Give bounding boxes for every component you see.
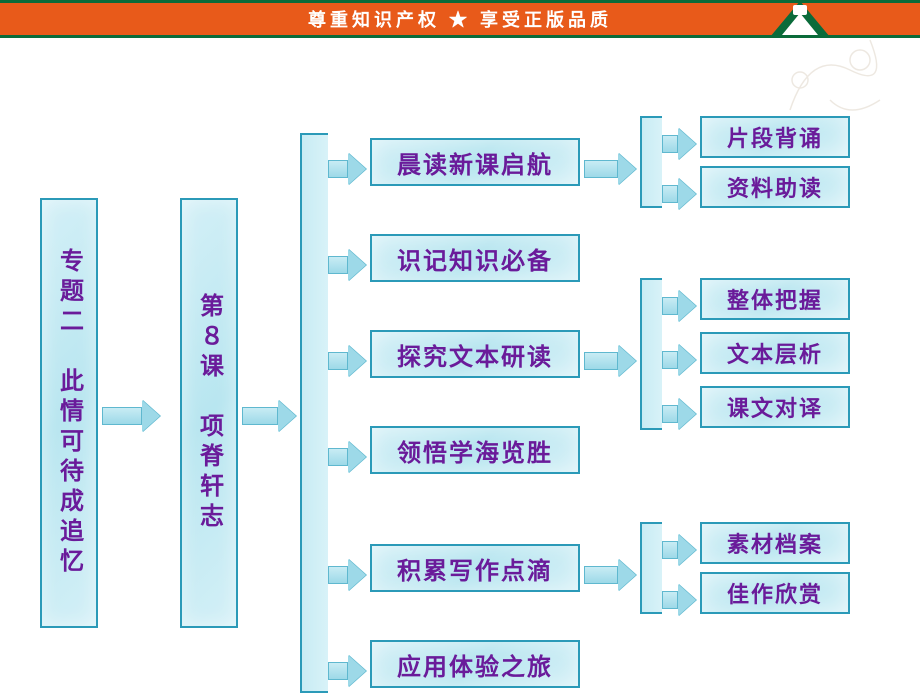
arrow-right-icon: [662, 398, 696, 430]
arrow-right-icon: [328, 441, 366, 473]
bracket-connector: [300, 133, 328, 693]
subitem-node-5[interactable]: 课文对译: [700, 386, 850, 428]
section-node-1[interactable]: 晨读新课启航: [370, 138, 580, 186]
section-node-6-label: 应用体验之旅: [397, 647, 553, 682]
arrow-right-icon: [242, 400, 296, 432]
subitem-node-1[interactable]: 片段背诵: [700, 116, 850, 158]
section-node-2-label: 识记知识必备: [397, 241, 553, 276]
subitem-node-4-label: 文本层析: [727, 337, 823, 369]
arrow-right-icon: [662, 584, 696, 616]
subitem-node-7-label: 佳作欣赏: [727, 577, 823, 609]
arrow-right-icon: [662, 290, 696, 322]
arrow-right-icon: [328, 345, 366, 377]
section-node-5-label: 积累写作点滴: [397, 551, 553, 586]
arrow-right-icon: [328, 559, 366, 591]
section-node-3-label: 探究文本研读: [397, 337, 553, 372]
subitem-node-6-label: 素材档案: [727, 527, 823, 559]
subitem-node-6[interactable]: 素材档案: [700, 522, 850, 564]
subitem-node-2[interactable]: 资料助读: [700, 166, 850, 208]
arrow-right-icon: [102, 400, 160, 432]
flowchart-canvas: 专题二 此情可待成追忆 第８课 项脊轩志 晨读新课启航识记知识必备探究文本研读领悟学…: [0, 38, 920, 690]
subitem-node-1-label: 片段背诵: [727, 121, 823, 153]
bracket-connector: [640, 522, 662, 614]
subitem-node-3[interactable]: 整体把握: [700, 278, 850, 320]
bracket-connector: [640, 278, 662, 430]
section-node-5[interactable]: 积累写作点滴: [370, 544, 580, 592]
arrow-right-icon: [662, 534, 696, 566]
lesson-node-label: 第８课 项脊轩志: [192, 293, 227, 533]
arrow-right-icon: [584, 345, 636, 377]
banner-text: 尊重知识产权 ★ 享受正版品质: [308, 6, 612, 32]
section-node-4-label: 领悟学海览胜: [397, 433, 553, 468]
subitem-node-2-label: 资料助读: [727, 171, 823, 203]
arrow-right-icon: [662, 128, 696, 160]
subitem-node-3-label: 整体把握: [727, 283, 823, 315]
arrow-right-icon: [584, 559, 636, 591]
arrow-right-icon: [328, 249, 366, 281]
arrow-right-icon: [584, 153, 636, 185]
section-node-3[interactable]: 探究文本研读: [370, 330, 580, 378]
arrow-right-icon: [328, 153, 366, 185]
topic-node-label: 专题二 此情可待成追忆: [52, 248, 87, 578]
subitem-node-5-label: 课文对译: [727, 391, 823, 423]
bracket-connector: [640, 116, 662, 208]
arrow-right-icon: [328, 655, 366, 687]
subitem-node-7[interactable]: 佳作欣赏: [700, 572, 850, 614]
section-node-4[interactable]: 领悟学海览胜: [370, 426, 580, 474]
section-node-1-label: 晨读新课启航: [397, 145, 553, 180]
lesson-node[interactable]: 第８课 项脊轩志: [180, 198, 238, 628]
arrow-right-icon: [662, 344, 696, 376]
section-node-2[interactable]: 识记知识必备: [370, 234, 580, 282]
topic-node[interactable]: 专题二 此情可待成追忆: [40, 198, 98, 628]
section-node-6[interactable]: 应用体验之旅: [370, 640, 580, 688]
arrow-right-icon: [662, 178, 696, 210]
subitem-node-4[interactable]: 文本层析: [700, 332, 850, 374]
